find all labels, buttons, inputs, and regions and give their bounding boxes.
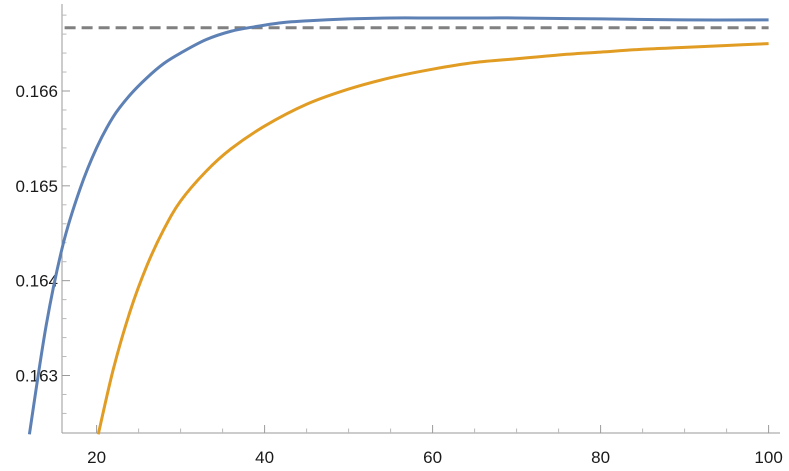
- x-tick-label: 100: [754, 448, 782, 467]
- series-line-orange: [96, 42, 769, 435]
- x-tick-label: 60: [423, 448, 442, 467]
- x-tick-label: 40: [255, 448, 274, 467]
- x-tick-label: 80: [591, 448, 610, 467]
- y-tick-label: 0.164: [15, 272, 58, 291]
- y-tick-label: 0.165: [15, 177, 58, 196]
- plot-area: [27, 16, 769, 435]
- series-group: [27, 16, 769, 435]
- x-axis-ticks: 20 40 60 80 100: [87, 425, 783, 467]
- x-tick-label: 20: [87, 448, 106, 467]
- y-tick-label: 0.166: [15, 82, 58, 101]
- series-line-blue: [27, 16, 769, 435]
